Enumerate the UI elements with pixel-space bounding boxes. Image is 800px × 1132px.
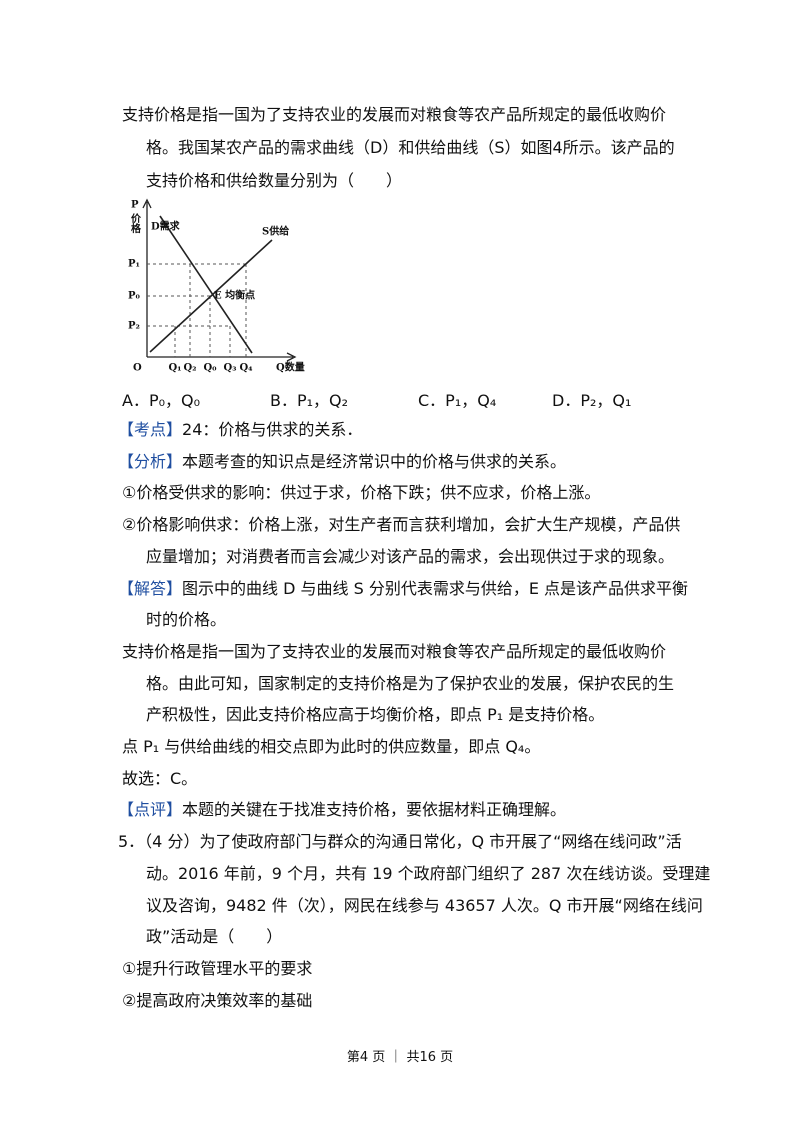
quantity-tick: Q₂ [183, 363, 196, 374]
line-text: 本题的关键在于找准支持价格，要依据材料正确理解。 [182, 800, 567, 820]
line-text: B．P₁，Q₂ [270, 391, 349, 410]
text-line: D．P₂，Q₁ [552, 387, 631, 411]
line-text: ①价格受供求的影响：供过于求，价格下跌；供不应求，价格上涨。 [122, 483, 601, 503]
x-axis-label: Q数量 [276, 361, 305, 374]
text-line: ①提升行政管理水平的要求 [122, 955, 312, 979]
line-text: 政”活动是（ ） [146, 927, 283, 947]
y-axis-name: 价格 [129, 213, 141, 234]
line-text: 动。2016 年前，9 个月，共有 19 个政府部门组织了 287 次在线访谈。… [146, 863, 711, 883]
line-text: 支持价格是指一国为了支持农业的发展而对粮食等农产品所规定的最低收购价 [122, 105, 667, 124]
line-text: ②提高政府决策效率的基础 [122, 990, 313, 1010]
line-text: 时的价格。 [146, 610, 227, 630]
text-line: ②价格影响供求：价格上涨，对生产者而言获利增加，会扩大生产规模，产品供 [122, 511, 680, 535]
demand-label: D需求 [151, 220, 181, 233]
text-line: 【分析】本题考查的知识点是经济常识中的价格与供求的关系。 [118, 448, 566, 472]
line-text: 支持价格和供给数量分别为（ ） [146, 171, 403, 190]
text-line: B．P₁，Q₂ [270, 387, 348, 411]
text-line: 产积极性，因此支持价格应高于均衡价格，即点 P₁ 是支持价格。 [146, 701, 604, 725]
line-text: D．P₂，Q₁ [552, 391, 632, 410]
text-line: 应量增加；对消费者而言会减少对该产品的需求，会出现供过于求的现象。 [146, 543, 674, 567]
line-text: 故选：C。 [122, 768, 198, 788]
supply-demand-figure: P 价格 D需求 S供给 P₁ P₀ P₂ O Q₁ Q₂ Q₀ Q₃ Q₄ Q… [128, 198, 305, 374]
text-line: 支持价格和供给数量分别为（ ） [146, 167, 402, 191]
quantity-tick: Q₄ [239, 363, 253, 374]
x-arrow [286, 352, 297, 362]
line-text: 本题考查的知识点是经济常识中的价格与供求的关系。 [182, 451, 567, 471]
text-line: A．P₀，Q₀ [122, 387, 200, 411]
price-tick: P₁ [128, 259, 140, 270]
text-line: 格。我国某农产品的需求曲线（D）和供给曲线（S）如图4所示。该产品的 [146, 134, 675, 158]
text-line: 故选：C。 [122, 765, 197, 789]
line-text: 图示中的曲线 D 与曲线 S 分别代表需求与供给，E 点是该产品供求平衡 [182, 578, 689, 598]
quantity-tick: Q₀ [203, 363, 217, 374]
line-text: ①提升行政管理水平的要求 [122, 958, 313, 978]
guide-lines [147, 263, 247, 357]
line-text: A．P₀，Q₀ [122, 391, 201, 410]
text-line: ②提高政府决策效率的基础 [122, 987, 312, 1011]
line-text: ②价格影响供求：价格上涨，对生产者而言获利增加，会扩大生产规模，产品供 [122, 515, 681, 535]
text-line: 【解答】图示中的曲线 D 与曲线 S 分别代表需求与供给，E 点是该产品供求平衡 [118, 575, 688, 599]
text-line: 支持价格是指一国为了支持农业的发展而对粮食等农产品所规定的最低收购价 [122, 101, 666, 125]
equilibrium-label: E 均衡点 [214, 289, 255, 302]
text-line: 支持价格是指一国为了支持农业的发展而对粮食等农产品所规定的最低收购价 [122, 638, 666, 662]
axes [142, 198, 297, 362]
line-text: 议及咨询，9482 件（次），网民在线参与 43657 人次。Q 市开展“网络在… [146, 895, 703, 915]
text-line: 【考点】24：价格与供求的关系． [118, 416, 362, 440]
quantity-tick: Q₃ [223, 363, 236, 374]
section-tag: 【点评】 [118, 800, 183, 820]
page-footer: 第4 页 ｜ 共16 页 [346, 1050, 454, 1065]
text-line: 点 P₁ 与供给曲线的相交点即为此时的供应数量，即点 Q₄。 [122, 733, 540, 757]
line-text: 产积极性，因此支持价格应高于均衡价格，即点 P₁ 是支持价格。 [146, 705, 605, 725]
line-text: 5．（4 分）为了使政府部门与群众的沟通日常化，Q 市开展了“网络在线问政”活 [118, 832, 682, 852]
y-arrow [142, 198, 152, 209]
text-line: 议及咨询，9482 件（次），网民在线参与 43657 人次。Q 市开展“网络在… [146, 892, 703, 916]
line-text: 支持价格是指一国为了支持农业的发展而对粮食等农产品所规定的最低收购价 [122, 641, 667, 661]
demand-curve [159, 215, 253, 354]
section-tag: 【解答】 [118, 578, 183, 598]
text-line: 【点评】本题的关键在于找准支持价格，要依据材料正确理解。 [118, 796, 566, 820]
text-line: ①价格受供求的影响：供过于求，价格下跌；供不应求，价格上涨。 [122, 479, 600, 503]
quantity-tick: Q₁ [168, 363, 181, 374]
text-line: C．P₁，Q₄ [418, 387, 496, 411]
line-text: 点 P₁ 与供给曲线的相交点即为此时的供应数量，即点 Q₄。 [122, 737, 541, 756]
text-line: 政”活动是（ ） [146, 923, 282, 947]
supply-curve [149, 239, 273, 353]
section-tag: 【分析】 [118, 451, 183, 471]
text-line: 动。2016 年前，9 个月，共有 19 个政府部门组织了 287 次在线访谈。… [146, 860, 710, 884]
line-text: C．P₁，Q₄ [418, 391, 497, 410]
origin-label: O [133, 363, 142, 374]
text-line: 5．（4 分）为了使政府部门与群众的沟通日常化，Q 市开展了“网络在线问政”活 [118, 828, 682, 852]
supply-label: S供给 [262, 225, 289, 238]
line-text: 24：价格与供求的关系． [182, 420, 363, 439]
line-text: 格。由此可知，国家制定的支持价格是为了保护农业的发展，保护农民的生 [146, 673, 675, 693]
line-text: 应量增加；对消费者而言会减少对该产品的需求，会出现供过于求的现象。 [146, 546, 675, 566]
price-tick: P₂ [128, 321, 140, 332]
price-tick: P₀ [128, 291, 141, 302]
text-line: 格。由此可知，国家制定的支持价格是为了保护农业的发展，保护农民的生 [146, 670, 674, 694]
text-line: 时的价格。 [146, 606, 226, 630]
line-text: 格。我国某农产品的需求曲线（D）和供给曲线（S）如图4所示。该产品的 [146, 138, 675, 157]
section-tag: 【考点】 [118, 420, 183, 439]
y-axis-label: P [131, 200, 139, 211]
